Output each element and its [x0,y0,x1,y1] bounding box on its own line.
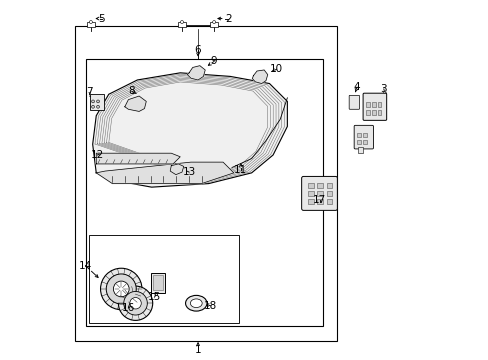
Text: 8: 8 [128,86,135,96]
Text: 15: 15 [147,292,161,302]
Bar [317,183,323,188]
Bar [85,59,323,327]
Text: 5: 5 [98,14,105,23]
Bar [357,133,360,137]
Bar [357,140,360,144]
Bar [371,110,375,115]
Circle shape [106,274,136,304]
Circle shape [91,100,94,103]
Bar [326,183,332,188]
Circle shape [180,21,183,23]
Text: 1: 1 [194,345,201,355]
Polygon shape [96,162,233,184]
Bar [363,140,366,144]
Polygon shape [187,66,205,80]
Circle shape [130,297,141,309]
Ellipse shape [185,296,206,311]
Text: 18: 18 [203,301,217,311]
Circle shape [91,105,94,108]
Polygon shape [124,96,146,111]
Bar [307,183,313,188]
Bar [357,148,363,153]
Polygon shape [252,70,267,84]
Circle shape [97,105,99,108]
Ellipse shape [190,299,202,307]
Bar [75,26,337,341]
Circle shape [123,292,147,315]
Bar [89,235,239,323]
Circle shape [101,268,142,310]
Circle shape [89,21,92,23]
Text: 10: 10 [269,64,283,74]
Bar [209,22,218,27]
Bar [307,191,313,196]
Bar [86,22,95,27]
FancyBboxPatch shape [363,93,386,120]
Text: 2: 2 [224,14,231,23]
Text: 16: 16 [122,303,135,313]
Bar [317,191,323,196]
Bar [317,199,323,204]
Bar [366,110,369,115]
Bar [307,199,313,204]
Bar [371,102,375,107]
Bar [366,102,369,107]
Text: 7: 7 [85,87,92,98]
Bar [326,199,332,204]
Bar [151,273,165,293]
Text: 6: 6 [194,45,201,55]
Bar [377,102,381,107]
Text: 4: 4 [353,82,360,92]
Bar [363,133,366,137]
FancyBboxPatch shape [353,125,373,149]
Bar [177,22,186,27]
Bar [326,191,332,196]
Text: 13: 13 [182,167,195,177]
Text: 3: 3 [380,84,386,94]
Text: 9: 9 [210,57,217,66]
Bar [377,110,381,115]
FancyBboxPatch shape [348,95,359,109]
Text: 17: 17 [312,195,325,204]
Text: 12: 12 [90,150,104,160]
Text: 14: 14 [79,261,92,271]
Circle shape [118,286,152,320]
Circle shape [113,281,129,297]
Polygon shape [93,73,287,187]
Polygon shape [96,153,180,164]
Circle shape [212,21,215,23]
Circle shape [97,100,99,103]
FancyBboxPatch shape [301,176,337,210]
Bar [90,94,103,111]
Text: 11: 11 [234,165,247,175]
Bar [153,275,163,290]
Polygon shape [170,164,183,175]
